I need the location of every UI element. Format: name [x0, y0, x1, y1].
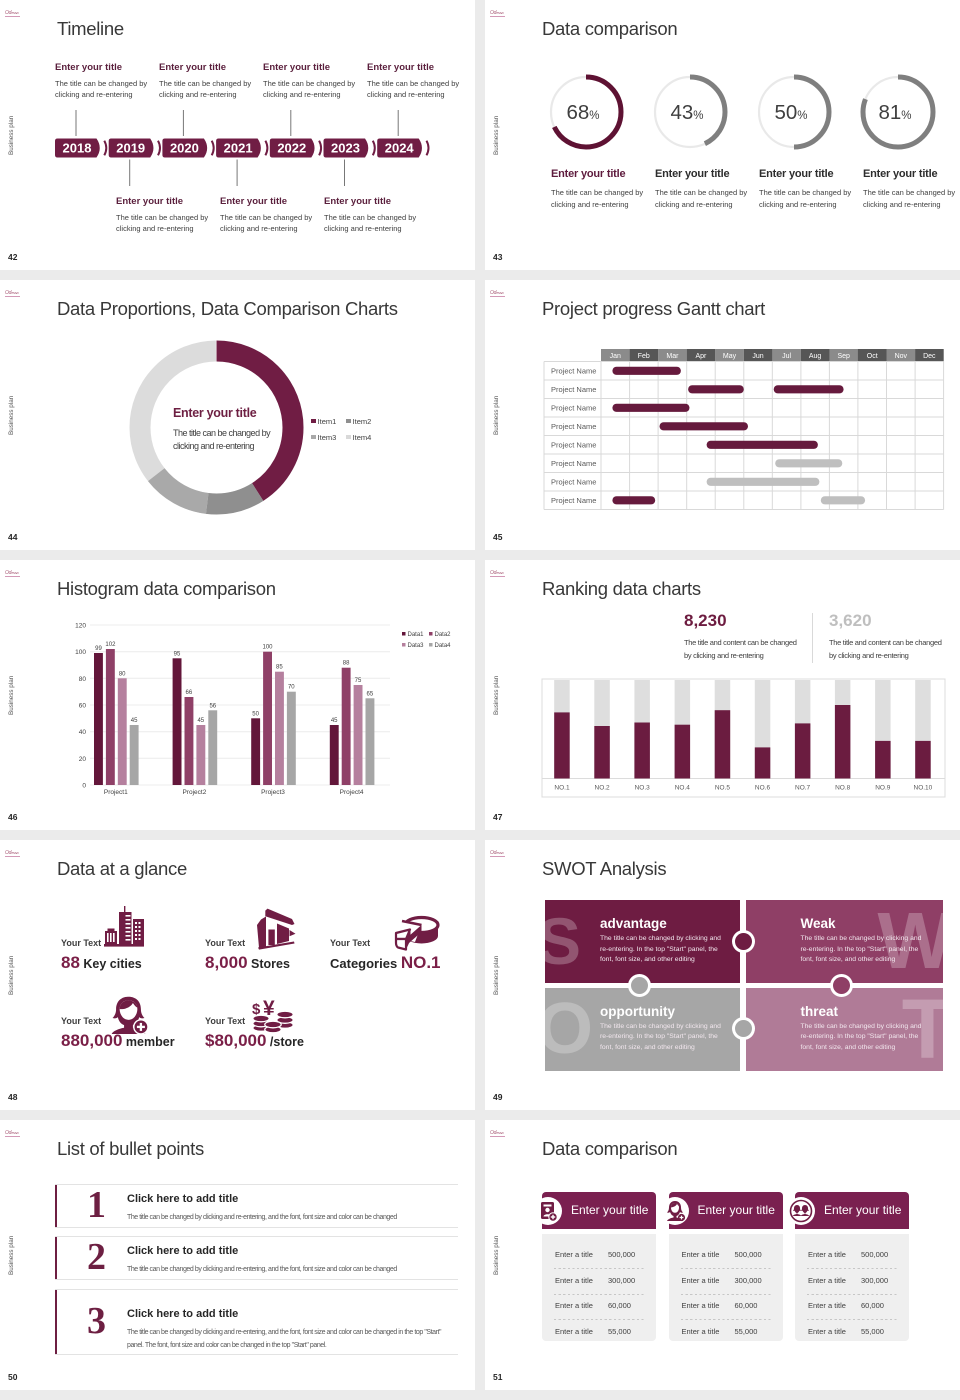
svg-text:65: 65 [367, 691, 374, 697]
svg-text:Jun: Jun [752, 353, 763, 360]
svg-text:Project3: Project3 [261, 789, 285, 796]
svg-text:100: 100 [75, 649, 86, 656]
svg-text:2022: 2022 [277, 141, 306, 156]
svg-text:Jul: Jul [782, 353, 791, 360]
svg-text:Oct: Oct [867, 353, 878, 360]
svg-text:Project Name: Project Name [551, 441, 596, 450]
svg-text:Project4: Project4 [340, 789, 364, 796]
svg-text:Data4: Data4 [435, 643, 452, 649]
svg-text:NO.10: NO.10 [914, 785, 933, 792]
svg-text:60: 60 [79, 703, 87, 710]
svg-text:2019: 2019 [116, 141, 145, 156]
svg-text:Project Name: Project Name [551, 478, 596, 487]
svg-text:NO.4: NO.4 [675, 785, 691, 792]
svg-text:Data2: Data2 [435, 632, 452, 638]
svg-text:Project Name: Project Name [551, 367, 596, 376]
svg-text:50%: 50% [774, 101, 807, 124]
svg-text:May: May [723, 353, 737, 360]
svg-text:$: $ [252, 1001, 261, 1018]
svg-text:Project Name: Project Name [551, 422, 596, 431]
svg-text:99: 99 [95, 646, 102, 652]
svg-text:2023: 2023 [331, 141, 360, 156]
svg-text:Dec: Dec [923, 353, 936, 360]
svg-text:NO.6: NO.6 [755, 785, 771, 792]
svg-text:NO.5: NO.5 [715, 785, 731, 792]
svg-text:80: 80 [119, 671, 126, 677]
svg-text:Project1: Project1 [104, 789, 128, 796]
svg-text:Project Name: Project Name [551, 496, 596, 505]
svg-text:Data1: Data1 [408, 632, 425, 638]
svg-text:100: 100 [262, 645, 273, 651]
svg-text:Data3: Data3 [408, 643, 425, 649]
svg-text:43%: 43% [670, 101, 703, 124]
svg-text:88: 88 [343, 661, 350, 667]
svg-text:45: 45 [197, 718, 204, 724]
svg-text:NO.1: NO.1 [554, 785, 570, 792]
svg-text:Project Name: Project Name [551, 385, 596, 394]
svg-text:Aug: Aug [809, 353, 822, 360]
svg-text:Project2: Project2 [182, 789, 206, 796]
svg-text:Sep: Sep [837, 353, 850, 360]
svg-text:56: 56 [209, 703, 216, 709]
svg-text:2024: 2024 [385, 141, 415, 156]
svg-text:80: 80 [79, 676, 87, 683]
svg-text:66: 66 [186, 690, 193, 696]
svg-text:Project Name: Project Name [551, 404, 596, 413]
svg-text:68%: 68% [566, 101, 599, 124]
svg-text:NO.3: NO.3 [635, 785, 651, 792]
svg-text:NO.2: NO.2 [595, 785, 611, 792]
svg-text:NO.9: NO.9 [875, 785, 891, 792]
svg-text:Jan: Jan [610, 353, 621, 360]
svg-text:75: 75 [355, 678, 362, 684]
svg-text:70: 70 [288, 685, 295, 691]
svg-text:45: 45 [331, 718, 338, 724]
svg-text:NO.7: NO.7 [795, 785, 811, 792]
svg-text:Mar: Mar [666, 353, 679, 360]
svg-text:Apr: Apr [695, 353, 707, 360]
svg-text:2020: 2020 [170, 141, 199, 156]
svg-text:Nov: Nov [895, 353, 908, 360]
svg-text:0: 0 [82, 783, 86, 790]
svg-text:Feb: Feb [638, 353, 650, 360]
svg-text:95: 95 [174, 651, 181, 657]
svg-text:20: 20 [79, 756, 87, 763]
svg-text:45: 45 [131, 718, 138, 724]
svg-text:Project Name: Project Name [551, 459, 596, 468]
svg-text:120: 120 [75, 623, 86, 630]
svg-text:2021: 2021 [224, 141, 253, 156]
svg-text:102: 102 [105, 642, 116, 648]
svg-text:¥: ¥ [263, 997, 275, 1020]
svg-text:81%: 81% [878, 101, 911, 124]
svg-text:85: 85 [276, 665, 283, 671]
svg-text:2018: 2018 [63, 141, 92, 156]
svg-text:NO.8: NO.8 [835, 785, 851, 792]
svg-text:50: 50 [252, 711, 259, 717]
svg-text:40: 40 [79, 729, 87, 736]
